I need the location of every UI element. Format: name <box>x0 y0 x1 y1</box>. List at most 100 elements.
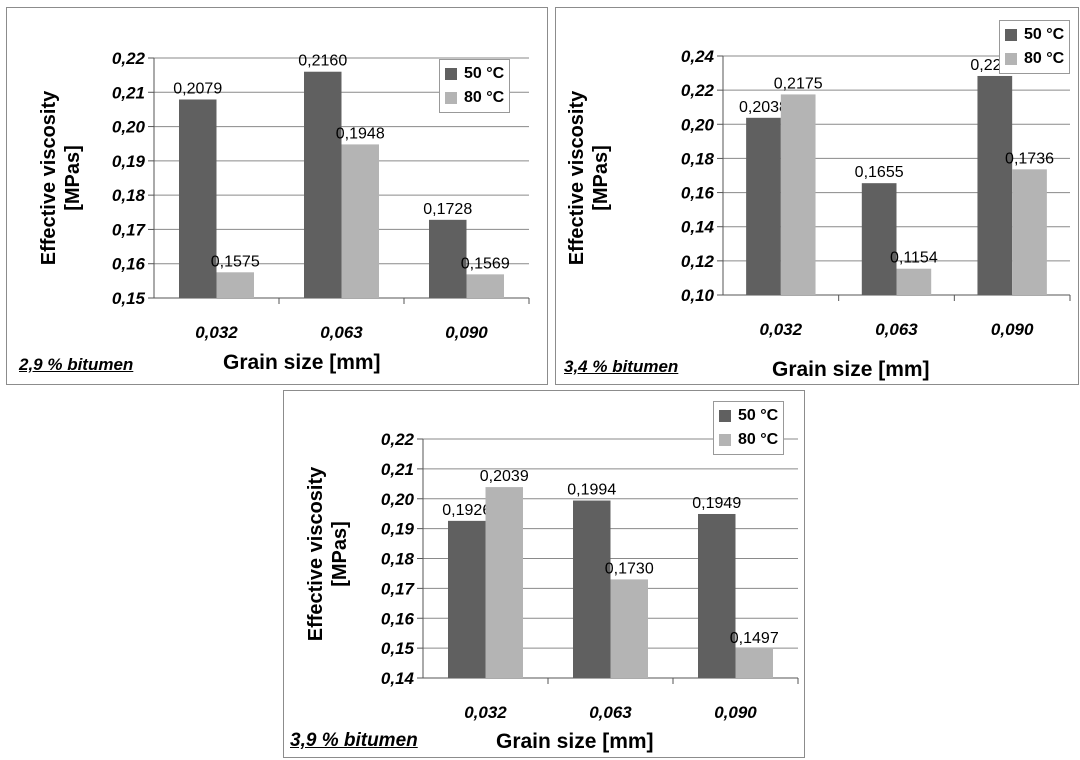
chart-panel-3-9-bitumen: 0,14 0,15 0,16 0,17 0,18 0,19 0,20 0,21 0,22 Effe… <box>283 390 805 758</box>
bar-chart-3-4-bitumen: 0,10 0,12 0,14 0,16 0,18 0,20 0,22 0,24 Effectiv… <box>566 47 1071 339</box>
y-tick-label: 0,14 <box>381 669 415 688</box>
legend-item-50c: 50 °C <box>445 62 504 86</box>
bar <box>610 579 648 678</box>
bar <box>746 117 781 295</box>
data-label: 0,1728 <box>423 201 472 218</box>
data-label: 0,2079 <box>173 80 222 97</box>
category-label: 0,063 <box>320 323 363 342</box>
bar <box>573 500 611 678</box>
data-label: 0,1994 <box>567 482 616 499</box>
legend: 50 °C 80 °C <box>999 20 1071 74</box>
data-label: 0,1730 <box>605 560 654 577</box>
legend-item-50c: 50 °C <box>719 404 778 428</box>
chart-panel-3-4-bitumen: 0,10 0,12 0,14 0,16 0,18 0,20 0,22 0,24 Effectiv… <box>555 7 1079 385</box>
data-label: 0,1926 <box>442 502 491 519</box>
legend-label-50c: 50 °C <box>1024 26 1065 43</box>
data-label: 0,2175 <box>774 75 823 92</box>
y-tick-label: 0,17 <box>112 220 147 239</box>
bar <box>896 268 932 295</box>
y-tick-label: 0,10 <box>681 286 715 305</box>
legend-item-50c: 50 °C <box>1005 23 1064 47</box>
bar <box>735 649 773 678</box>
y-tick-label: 0,16 <box>681 184 715 203</box>
bar <box>698 513 736 678</box>
data-label: 0,2039 <box>480 468 529 485</box>
data-label: 0,1497 <box>730 630 779 647</box>
bar <box>216 272 254 298</box>
y-tick-label: 0,17 <box>381 579 416 598</box>
data-label: 0,1949 <box>692 495 741 512</box>
y-tick-label: 0,18 <box>381 550 415 569</box>
y-tick-label: 0,18 <box>112 186 146 205</box>
category-label: 0,090 <box>714 703 757 722</box>
legend-label-80c: 80 °C <box>464 89 505 106</box>
y-tick-label: 0,16 <box>112 255 146 274</box>
y-tick-label: 0,15 <box>112 289 146 308</box>
data-label: 0,1575 <box>211 253 260 270</box>
y-tick-label: 0,24 <box>681 47 715 66</box>
data-label: 0,2160 <box>298 53 347 70</box>
y-tick-label: 0,20 <box>381 490 415 509</box>
data-label: 0,1948 <box>336 125 385 142</box>
bar <box>485 487 523 678</box>
y-tick-label: 0,16 <box>381 609 415 628</box>
y-tick-label: 0,14 <box>681 218 715 237</box>
bar <box>977 75 1013 295</box>
legend-swatch-80c <box>719 434 731 446</box>
y-axis-title-line: [MPas] <box>329 521 351 587</box>
y-axis-title-line: Effective viscosity <box>566 90 588 265</box>
legend-label-80c: 80 °C <box>1024 50 1065 67</box>
legend-swatch-50c <box>1005 29 1017 41</box>
category-label: 0,063 <box>589 703 632 722</box>
bar <box>780 94 816 296</box>
y-axis-title: Effective viscosity [MPas] <box>305 466 351 641</box>
data-label: 0,1154 <box>890 250 938 267</box>
y-tick-label: 0,19 <box>381 520 415 539</box>
y-tick-label: 0,22 <box>681 81 715 100</box>
legend-label-50c: 50 °C <box>738 407 779 424</box>
legend: 50 °C 80 °C <box>713 401 785 455</box>
bar-chart-2-9-bitumen: 0,15 0,16 0,17 0,18 0,19 0,20 0,21 0,22 Effectiv… <box>38 49 530 342</box>
bitumen-annotation: 2,9 % bitumen <box>19 355 134 374</box>
y-tick-label: 0,12 <box>681 252 715 271</box>
bar <box>341 144 379 298</box>
legend-item-80c: 80 °C <box>1005 47 1064 71</box>
y-tick-label: 0,19 <box>112 152 146 171</box>
y-axis-title: Effective viscosity [MPas] <box>566 90 612 265</box>
y-tick-label: 0,22 <box>381 430 415 449</box>
bitumen-annotation: 3,4 % bitumen <box>564 357 679 376</box>
bar <box>179 99 217 298</box>
legend-item-80c: 80 °C <box>445 86 504 110</box>
y-axis-title: Effective viscosity [MPas] <box>38 90 84 265</box>
y-tick-label: 0,20 <box>112 118 146 137</box>
bar-chart-3-9-bitumen: 0,14 0,15 0,16 0,17 0,18 0,19 0,20 0,21 0,22 Effe… <box>305 430 799 722</box>
legend: 50 °C 80 °C <box>439 59 511 113</box>
y-axis-title-line: Effective viscosity <box>38 90 60 265</box>
x-axis-title: Grain size [mm] <box>772 358 930 381</box>
y-tick-label: 0,21 <box>112 83 145 102</box>
category-label: 0,032 <box>464 703 507 722</box>
y-tick-label: 0,18 <box>681 149 715 168</box>
bar <box>448 520 486 678</box>
legend-swatch-80c <box>445 92 457 104</box>
legend-swatch-80c <box>1005 53 1017 65</box>
bar <box>304 71 342 298</box>
bar <box>429 219 467 298</box>
legend-swatch-50c <box>445 68 457 80</box>
category-label: 0,032 <box>760 320 803 339</box>
category-label: 0,090 <box>445 323 488 342</box>
y-tick-label: 0,21 <box>381 460 414 479</box>
chart-panel-2-9-bitumen: 0,15 0,16 0,17 0,18 0,19 0,20 0,21 0,22 Effectiv… <box>6 7 548 385</box>
legend-label-50c: 50 °C <box>464 65 505 82</box>
y-tick-label: 0,15 <box>381 639 415 658</box>
y-tick-label: 0,22 <box>112 49 146 68</box>
y-tick-label: 0,20 <box>681 115 715 134</box>
legend-swatch-50c <box>719 410 731 422</box>
category-label: 0,063 <box>875 320 918 339</box>
data-label: 0,1569 <box>461 255 510 272</box>
bar <box>1012 169 1047 295</box>
bar <box>861 183 897 295</box>
data-label: 0,2038 <box>739 99 788 116</box>
legend-label-80c: 80 °C <box>738 431 779 448</box>
data-label: 0,1736 <box>1005 150 1054 167</box>
